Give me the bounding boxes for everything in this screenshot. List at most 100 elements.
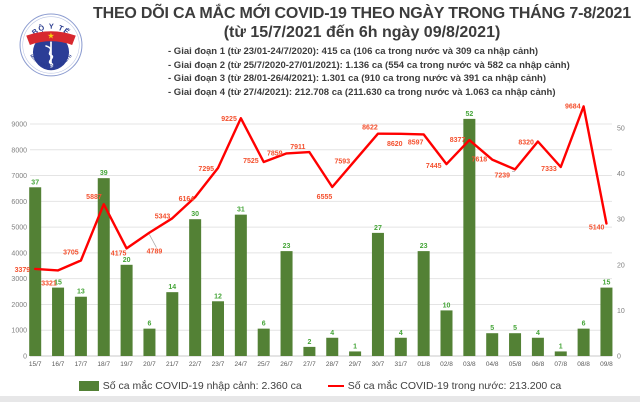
phase-2-summary: - Giai đoạn 2 (từ 25/7/2020-27/01/2021):…: [168, 59, 570, 71]
bar-value-label: 6: [582, 321, 586, 328]
bar-value-label: 2: [307, 339, 311, 346]
line-value-label: 4175: [111, 250, 127, 257]
date-tick-label: 16/7: [52, 361, 65, 368]
bar-value-label: 31: [237, 207, 245, 214]
line-value-label: 5140: [589, 225, 605, 232]
bar-value-label: 15: [603, 280, 611, 287]
date-tick-label: 02/8: [440, 361, 453, 368]
line-value-label: 7295: [198, 166, 214, 173]
legend-item-domestic-cases: Số ca mắc COVID-19 trong nước: 213.200 c…: [327, 380, 562, 392]
left-axis-tick-label: 4000: [11, 250, 27, 257]
line-value-label: 3379: [15, 267, 31, 274]
bar: [212, 301, 224, 356]
logo-flag-band: [26, 31, 76, 45]
date-tick-label: 09/8: [600, 361, 613, 368]
line-value-label: 7618: [472, 157, 488, 164]
bar-value-label: 4: [330, 330, 334, 337]
bar-value-label: 30: [191, 211, 199, 218]
line-series: [34, 105, 608, 272]
left-axis-tick-label: 9000: [11, 122, 27, 129]
right-axis-tick-label: 20: [617, 262, 625, 269]
left-axis-tick-label: 6000: [11, 199, 27, 206]
date-tick-label: 22/7: [189, 361, 202, 368]
date-tick-label: 04/8: [486, 361, 499, 368]
bar: [509, 333, 522, 356]
date-tick-label: 31/7: [394, 361, 407, 368]
bar-value-label: 23: [283, 243, 291, 250]
phase-1-summary: - Giai đoạn 1 (từ 23/01-24/7/2020): 415 …: [168, 46, 539, 57]
bar: [234, 214, 247, 356]
page-subtitle: (từ 15/7/2021 đến 6h ngày 09/8/2021): [223, 24, 501, 41]
right-axis-tick-label: 50: [617, 126, 625, 133]
date-tick-label: 23/7: [212, 361, 225, 368]
line-value-label: 8377: [450, 137, 466, 144]
bar-value-label: 27: [374, 225, 382, 232]
bar: [120, 264, 133, 356]
bar: [280, 251, 293, 356]
chart-legend: Số ca mắc COVID-19 nhập cảnh: 2.360 ca S…: [0, 377, 640, 395]
line-value-label: 3321: [41, 280, 57, 287]
line-series-swatch-icon: [327, 384, 344, 388]
logo-snake-icon: [45, 45, 54, 68]
date-tick-label: 18/7: [97, 361, 110, 368]
bar: [531, 337, 544, 356]
logo-inner-ring: [22, 16, 80, 74]
ministry-of-health-logo: BỘ Y TẾ ★ MINISTRY OF HEALTH: [19, 13, 83, 77]
date-tick-label: 08/8: [577, 361, 590, 368]
bar-value-label: 5: [513, 325, 517, 332]
logo-star: ★: [47, 31, 54, 40]
line-value-label: 7239: [494, 172, 510, 179]
legend-line-text: Số ca mắc COVID-19 trong nước: 213.200 c…: [347, 380, 562, 392]
phase-3-summary: - Giai đoạn 3 (từ 28/01-26/4/2021): 1.30…: [168, 73, 546, 84]
bar-value-label: 15: [54, 280, 62, 287]
right-axis-tick-label: 0: [617, 354, 621, 361]
line-value-label: 5343: [155, 213, 171, 220]
date-tick-label: 30/7: [372, 361, 385, 368]
page-title: THEO DÕI CA MẮC MỚI COVID-19 THEO NGÀY T…: [93, 5, 631, 22]
bar: [600, 287, 613, 356]
bar-series-swatch-icon: [78, 381, 99, 391]
line-value-label: 7859: [267, 150, 283, 157]
bar: [166, 292, 179, 356]
phase-summary-list: - Giai đoạn 1 (từ 23/01-24/7/2020): 415 …: [168, 45, 570, 99]
bar: [257, 328, 270, 356]
bar: [554, 351, 567, 356]
line-value-label: 6555: [317, 194, 333, 201]
bar: [52, 287, 65, 356]
bar-value-label: 6: [262, 321, 266, 328]
date-tick-label: 21/7: [166, 361, 179, 368]
bar-value-label: 14: [168, 284, 176, 291]
date-tick-label: 19/7: [120, 361, 133, 368]
bar-value-label: 1: [559, 343, 563, 350]
line-value-label: 7911: [290, 144, 305, 151]
bottom-divider: [0, 396, 640, 402]
bar: [326, 337, 339, 356]
left-axis-tick-label: 8000: [11, 147, 27, 154]
bar-value-label: 5: [490, 325, 494, 332]
bar: [463, 118, 476, 356]
date-tick-label: 17/7: [75, 361, 88, 368]
bar: [486, 333, 499, 356]
date-tick-label: 01/8: [417, 361, 430, 368]
date-tick-label: 07/8: [554, 361, 567, 368]
date-tick-label: 29/7: [349, 361, 362, 368]
line-value-label: 7593: [335, 158, 351, 165]
bar: [74, 296, 87, 356]
line-value-label: 8620: [387, 141, 403, 148]
bar-value-label: 52: [465, 111, 473, 118]
bar: [29, 187, 42, 356]
bar-value-label: 10: [443, 302, 451, 309]
line-value-label: 3705: [63, 249, 79, 256]
date-tick-label: 26/7: [280, 361, 293, 368]
line-value-label: 7525: [243, 158, 259, 165]
left-axis-tick-label: 3000: [11, 276, 27, 283]
label-leader-line: [149, 234, 157, 248]
line-value-label: 6164: [179, 196, 195, 203]
left-axis-tick-label: 0: [23, 354, 27, 361]
legend-item-imported-cases: Số ca mắc COVID-19 nhập cảnh: 2.360 ca: [78, 380, 302, 392]
legend-bar-text: Số ca mắc COVID-19 nhập cảnh: 2.360 ca: [102, 380, 302, 392]
line-value-label: 5887: [86, 194, 102, 201]
date-tick-label: 24/7: [235, 361, 248, 368]
